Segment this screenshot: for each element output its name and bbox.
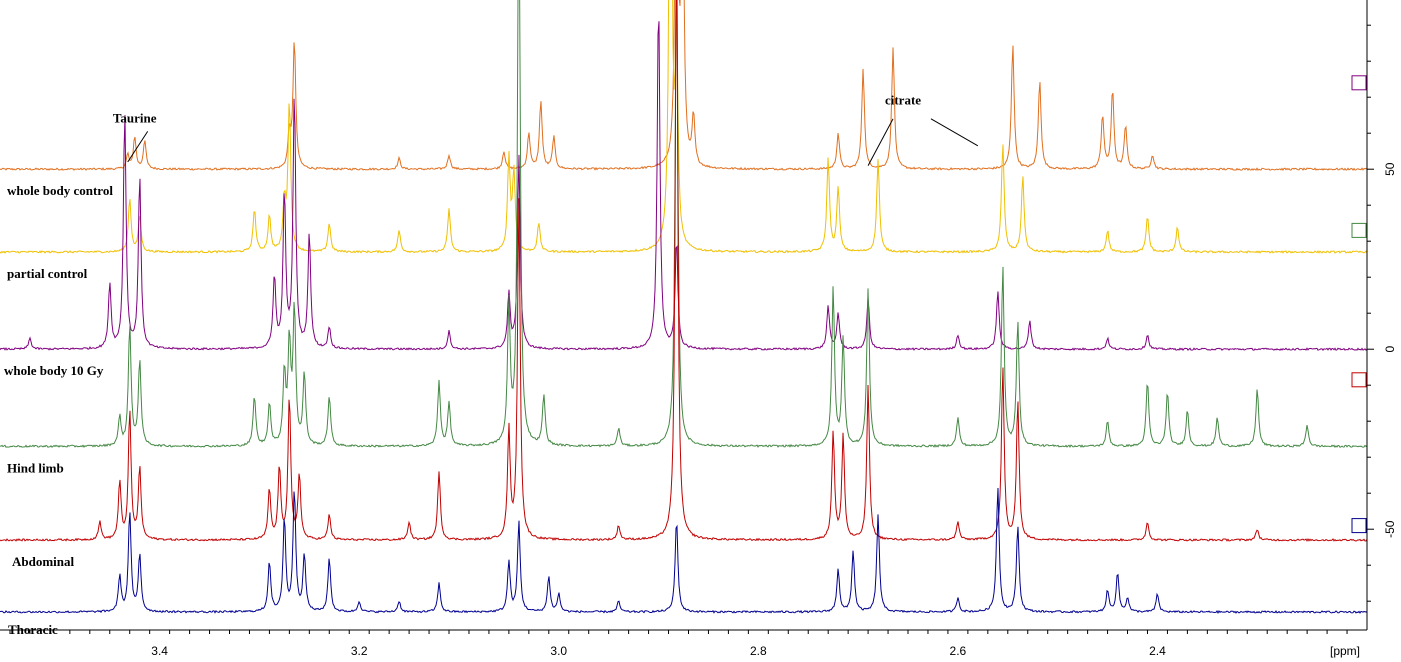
x-tick-label: 2.4 xyxy=(1149,644,1166,658)
y-axis: 50 0 -50 xyxy=(1366,0,1397,630)
series-label-1: whole body control xyxy=(7,183,113,198)
trace-marker-3 xyxy=(1351,372,1367,388)
x-tick-label: 2.8 xyxy=(750,644,767,658)
taurine-pointer xyxy=(127,131,149,163)
series-label-2: partial control xyxy=(7,266,88,281)
x-tick-label: 3.2 xyxy=(351,644,368,658)
annotation-2: citrate xyxy=(885,92,921,107)
spectrum-trace-2 xyxy=(0,0,1368,254)
citrate-pointer-left xyxy=(867,118,894,166)
spectrum-trace-3 xyxy=(0,21,1368,351)
x-axis: 3.4 3.2 3.0 2.8 2.6 2.4 [ppm] xyxy=(0,629,1367,658)
spectrum-trace-4 xyxy=(0,0,1368,449)
y-tick-label: -50 xyxy=(1383,520,1397,538)
annotation-1: Taurine xyxy=(113,110,157,125)
spectrum-trace-6 xyxy=(0,487,1368,614)
x-tick-label: 3.4 xyxy=(151,644,168,658)
y-tick-label: 50 xyxy=(1383,162,1397,176)
series-label-4: Hind limb xyxy=(7,460,64,475)
series-label-5: Abdominal xyxy=(12,554,75,569)
x-axis-title: [ppm] xyxy=(1330,644,1360,658)
series-label-3: whole body 10 Gy xyxy=(4,363,104,378)
citrate-pointer-right xyxy=(930,118,979,147)
spectrum-trace-5 xyxy=(0,0,1368,542)
trace-marker-4 xyxy=(1351,518,1367,534)
trace-marker-2 xyxy=(1351,222,1367,238)
trace-marker-1 xyxy=(1351,75,1367,91)
x-tick-label: 2.6 xyxy=(950,644,967,658)
series-labels: whole body control partial control whole b… xyxy=(4,183,113,637)
y-tick-label: 0 xyxy=(1383,346,1397,353)
spectrum-trace-1 xyxy=(0,0,1368,171)
spectra-traces xyxy=(0,0,1368,614)
trace-markers xyxy=(1351,75,1367,534)
annotations: Taurine citrate xyxy=(113,92,979,166)
x-tick-label: 3.0 xyxy=(550,644,567,658)
